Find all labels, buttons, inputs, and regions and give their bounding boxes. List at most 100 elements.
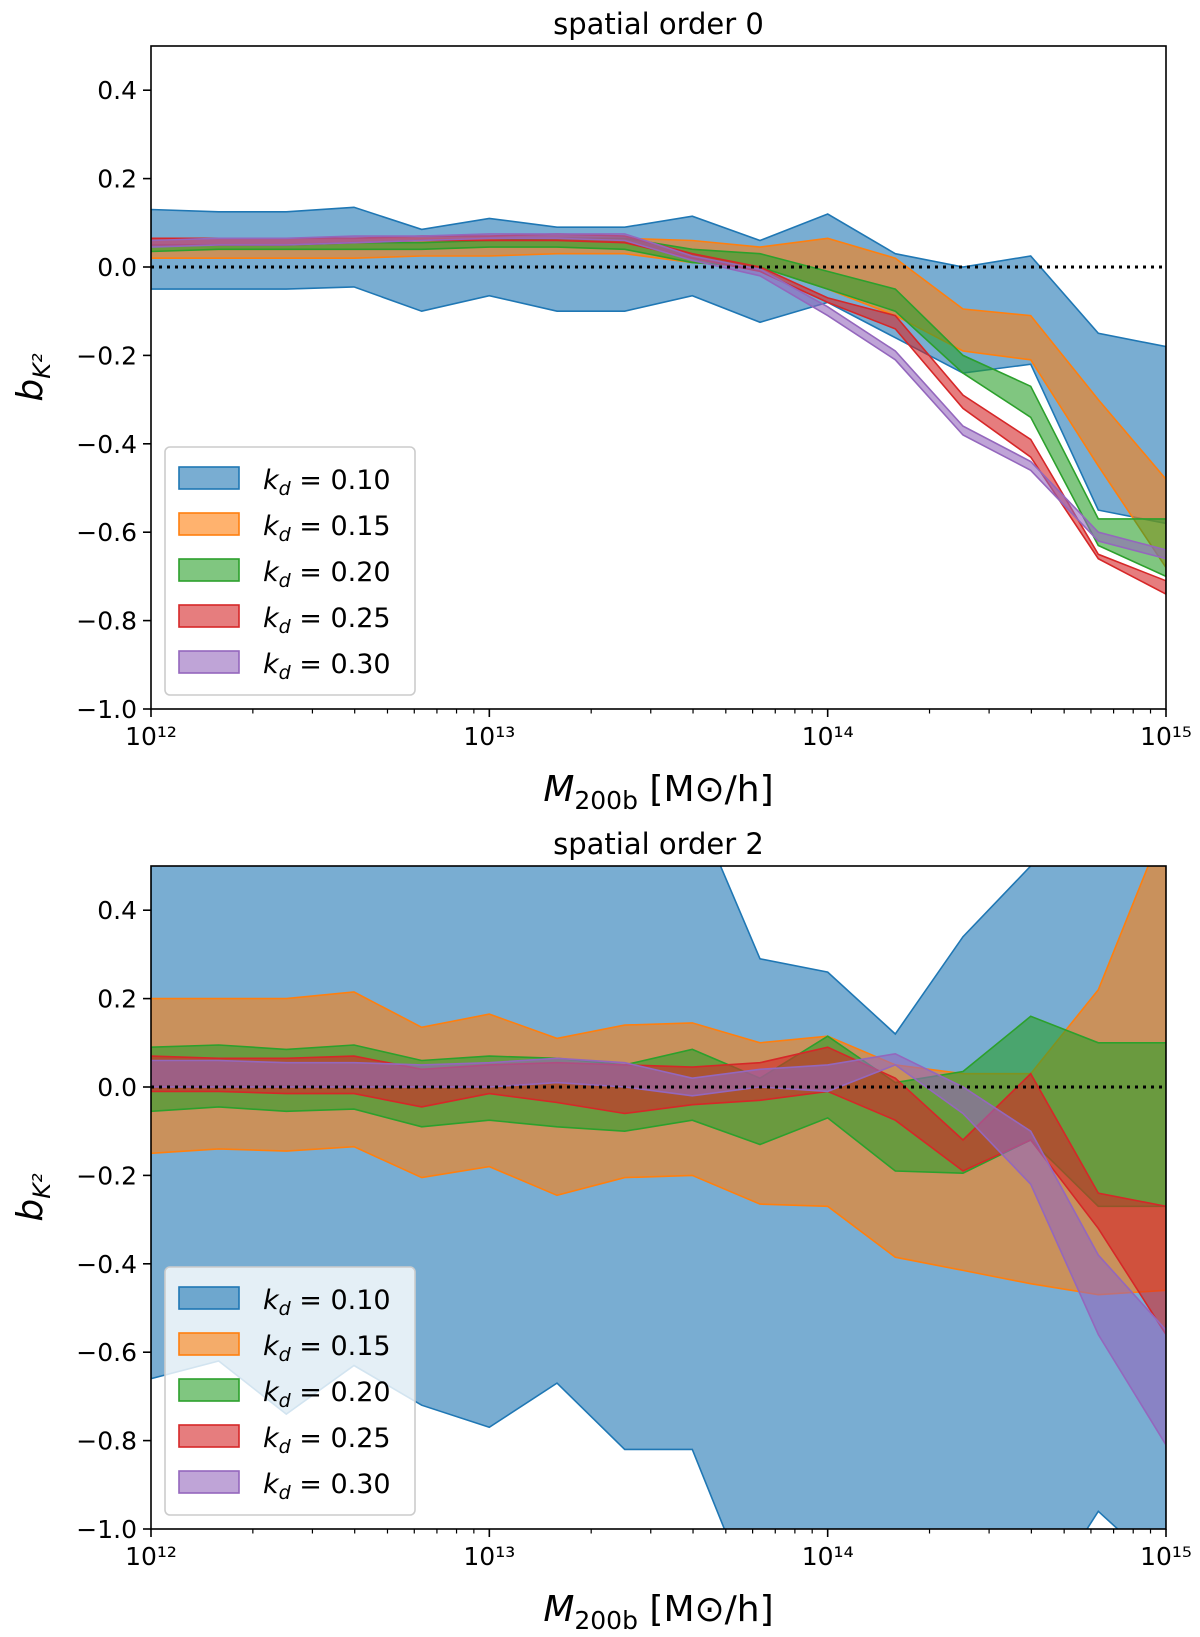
- y-tick-label: −0.4: [76, 1250, 137, 1279]
- x-axis-label: M200b [M⊙/h]: [543, 769, 773, 815]
- legend-label-rest: = 0.25: [291, 1423, 391, 1454]
- y-tick-label: 0.0: [97, 1073, 137, 1102]
- plot-area: [151, 206, 1166, 596]
- legend-swatch: [178, 1332, 240, 1356]
- y-label-subscript: K²: [28, 1173, 56, 1199]
- legend-label-symbol: k: [263, 1377, 280, 1408]
- chart-title: spatial order 0: [553, 7, 764, 41]
- legend-label: kd = 0.25: [263, 1423, 391, 1458]
- y-tick-label: −0.2: [76, 1161, 137, 1190]
- legend-label-subscript: d: [279, 1298, 292, 1320]
- y-tick-label: 0.0: [97, 253, 137, 282]
- legend-label-rest: = 0.15: [291, 1331, 391, 1362]
- legend-label: kd = 0.25: [263, 603, 391, 638]
- plot-frame: [150, 865, 1167, 1530]
- x-tick-label: 10¹⁵: [1140, 1542, 1192, 1571]
- legend-frame: [164, 446, 416, 696]
- legend-label-subscript: d: [279, 1390, 292, 1412]
- legend-label-subscript: d: [279, 570, 292, 592]
- legend-label-symbol: k: [263, 465, 280, 496]
- legend-label-subscript: d: [279, 662, 292, 684]
- panel: spatial order 0 −1.0 −0.8 −0.6 −0.4 −0.2 0.0 0.…: [10, 7, 1192, 815]
- legend-label-rest: = 0.10: [291, 1285, 391, 1316]
- x-tick-label: 10¹³: [463, 722, 515, 751]
- legend-label-rest: = 0.30: [291, 1469, 391, 1500]
- legend-label-symbol: k: [263, 1423, 280, 1454]
- y-axis-label: bK²: [10, 1173, 56, 1222]
- legend-swatch: [178, 558, 240, 582]
- y-tick-label: −0.2: [76, 341, 137, 370]
- x-label-unit: [M⊙/h]: [638, 1589, 774, 1630]
- legend-label: kd = 0.15: [263, 1331, 391, 1366]
- x-label-symbol: M: [543, 1589, 574, 1630]
- chart-title: spatial order 2: [553, 827, 764, 861]
- x-label-symbol: M: [543, 769, 574, 810]
- legend-label: kd = 0.30: [263, 649, 391, 684]
- y-tick-label: −0.8: [76, 1427, 137, 1456]
- y-tick-label: −0.8: [76, 607, 137, 636]
- y-tick-label: −0.6: [76, 1338, 137, 1367]
- y-axis-label: bK²: [10, 353, 56, 402]
- legend-label-rest: = 0.20: [291, 1377, 391, 1408]
- legend-label-rest: = 0.15: [291, 511, 391, 542]
- y-tick-label: −0.6: [76, 518, 137, 547]
- legend-label-symbol: k: [263, 511, 280, 542]
- y-label-subscript: K²: [28, 353, 56, 379]
- x-tick-label: 10¹⁴: [802, 1542, 854, 1571]
- x-tick-label: 10¹⁵: [1140, 722, 1192, 751]
- legend-label: kd = 0.10: [263, 1285, 391, 1320]
- legend-label-rest: = 0.20: [291, 557, 391, 588]
- legend-label-symbol: k: [263, 557, 280, 588]
- legend-label: kd = 0.20: [263, 557, 391, 592]
- x-axis-label: M200b [M⊙/h]: [543, 1589, 773, 1635]
- legend-label-symbol: k: [263, 649, 280, 680]
- legend-label-symbol: k: [263, 1331, 280, 1362]
- legend-label: kd = 0.30: [263, 1469, 391, 1504]
- legend-label-rest: = 0.10: [291, 465, 391, 496]
- legend-swatch: [178, 650, 240, 674]
- legend-label-rest: = 0.25: [291, 603, 391, 634]
- legend-label-symbol: k: [263, 1285, 280, 1316]
- legend-label-subscript: d: [279, 1482, 292, 1504]
- y-tick-label: 0.4: [97, 896, 137, 925]
- x-tick-label: 10¹²: [125, 722, 177, 751]
- y-tick-label: −1.0: [76, 695, 137, 724]
- x-label-unit: [M⊙/h]: [638, 769, 774, 810]
- legend-label-symbol: k: [263, 1469, 280, 1500]
- legend-swatch: [178, 1286, 240, 1310]
- panel: spatial order 2 −1.0 −0.8 −0.6 −0.4 −0.2 0.0 0.…: [10, 827, 1192, 1635]
- legend-label: kd = 0.15: [263, 511, 391, 546]
- band-area: [151, 233, 1166, 560]
- x-tick-label: 10¹³: [463, 1542, 515, 1571]
- legend-swatch: [178, 604, 240, 628]
- y-label-symbol: b: [10, 379, 51, 402]
- band-area: [151, 1052, 1166, 1447]
- legend-swatch: [178, 1424, 240, 1448]
- legend-label: kd = 0.10: [263, 465, 391, 500]
- legend-swatch: [178, 1378, 240, 1402]
- legend-swatch: [178, 1470, 240, 1494]
- legend-frame: [164, 1266, 416, 1516]
- legend-label-rest: = 0.30: [291, 649, 391, 680]
- legend-label-subscript: d: [279, 478, 292, 500]
- legend-label: kd = 0.20: [263, 1377, 391, 1412]
- legend-swatch: [178, 512, 240, 536]
- y-tick-label: 0.4: [97, 76, 137, 105]
- x-tick-label: 10¹⁴: [802, 722, 854, 751]
- legend-label-subscript: d: [279, 1436, 292, 1458]
- legend-label-subscript: d: [279, 524, 292, 546]
- legend-label-symbol: k: [263, 603, 280, 634]
- x-label-subscript: 200b: [574, 1606, 638, 1635]
- plot-frame: [150, 45, 1167, 710]
- y-tick-label: −1.0: [76, 1515, 137, 1544]
- y-tick-label: 0.2: [97, 985, 137, 1014]
- legend-label-subscript: d: [279, 1344, 292, 1366]
- legend-swatch: [178, 466, 240, 490]
- x-label-subscript: 200b: [574, 786, 638, 815]
- y-tick-label: 0.2: [97, 165, 137, 194]
- y-tick-label: −0.4: [76, 430, 137, 459]
- y-label-symbol: b: [10, 1199, 51, 1222]
